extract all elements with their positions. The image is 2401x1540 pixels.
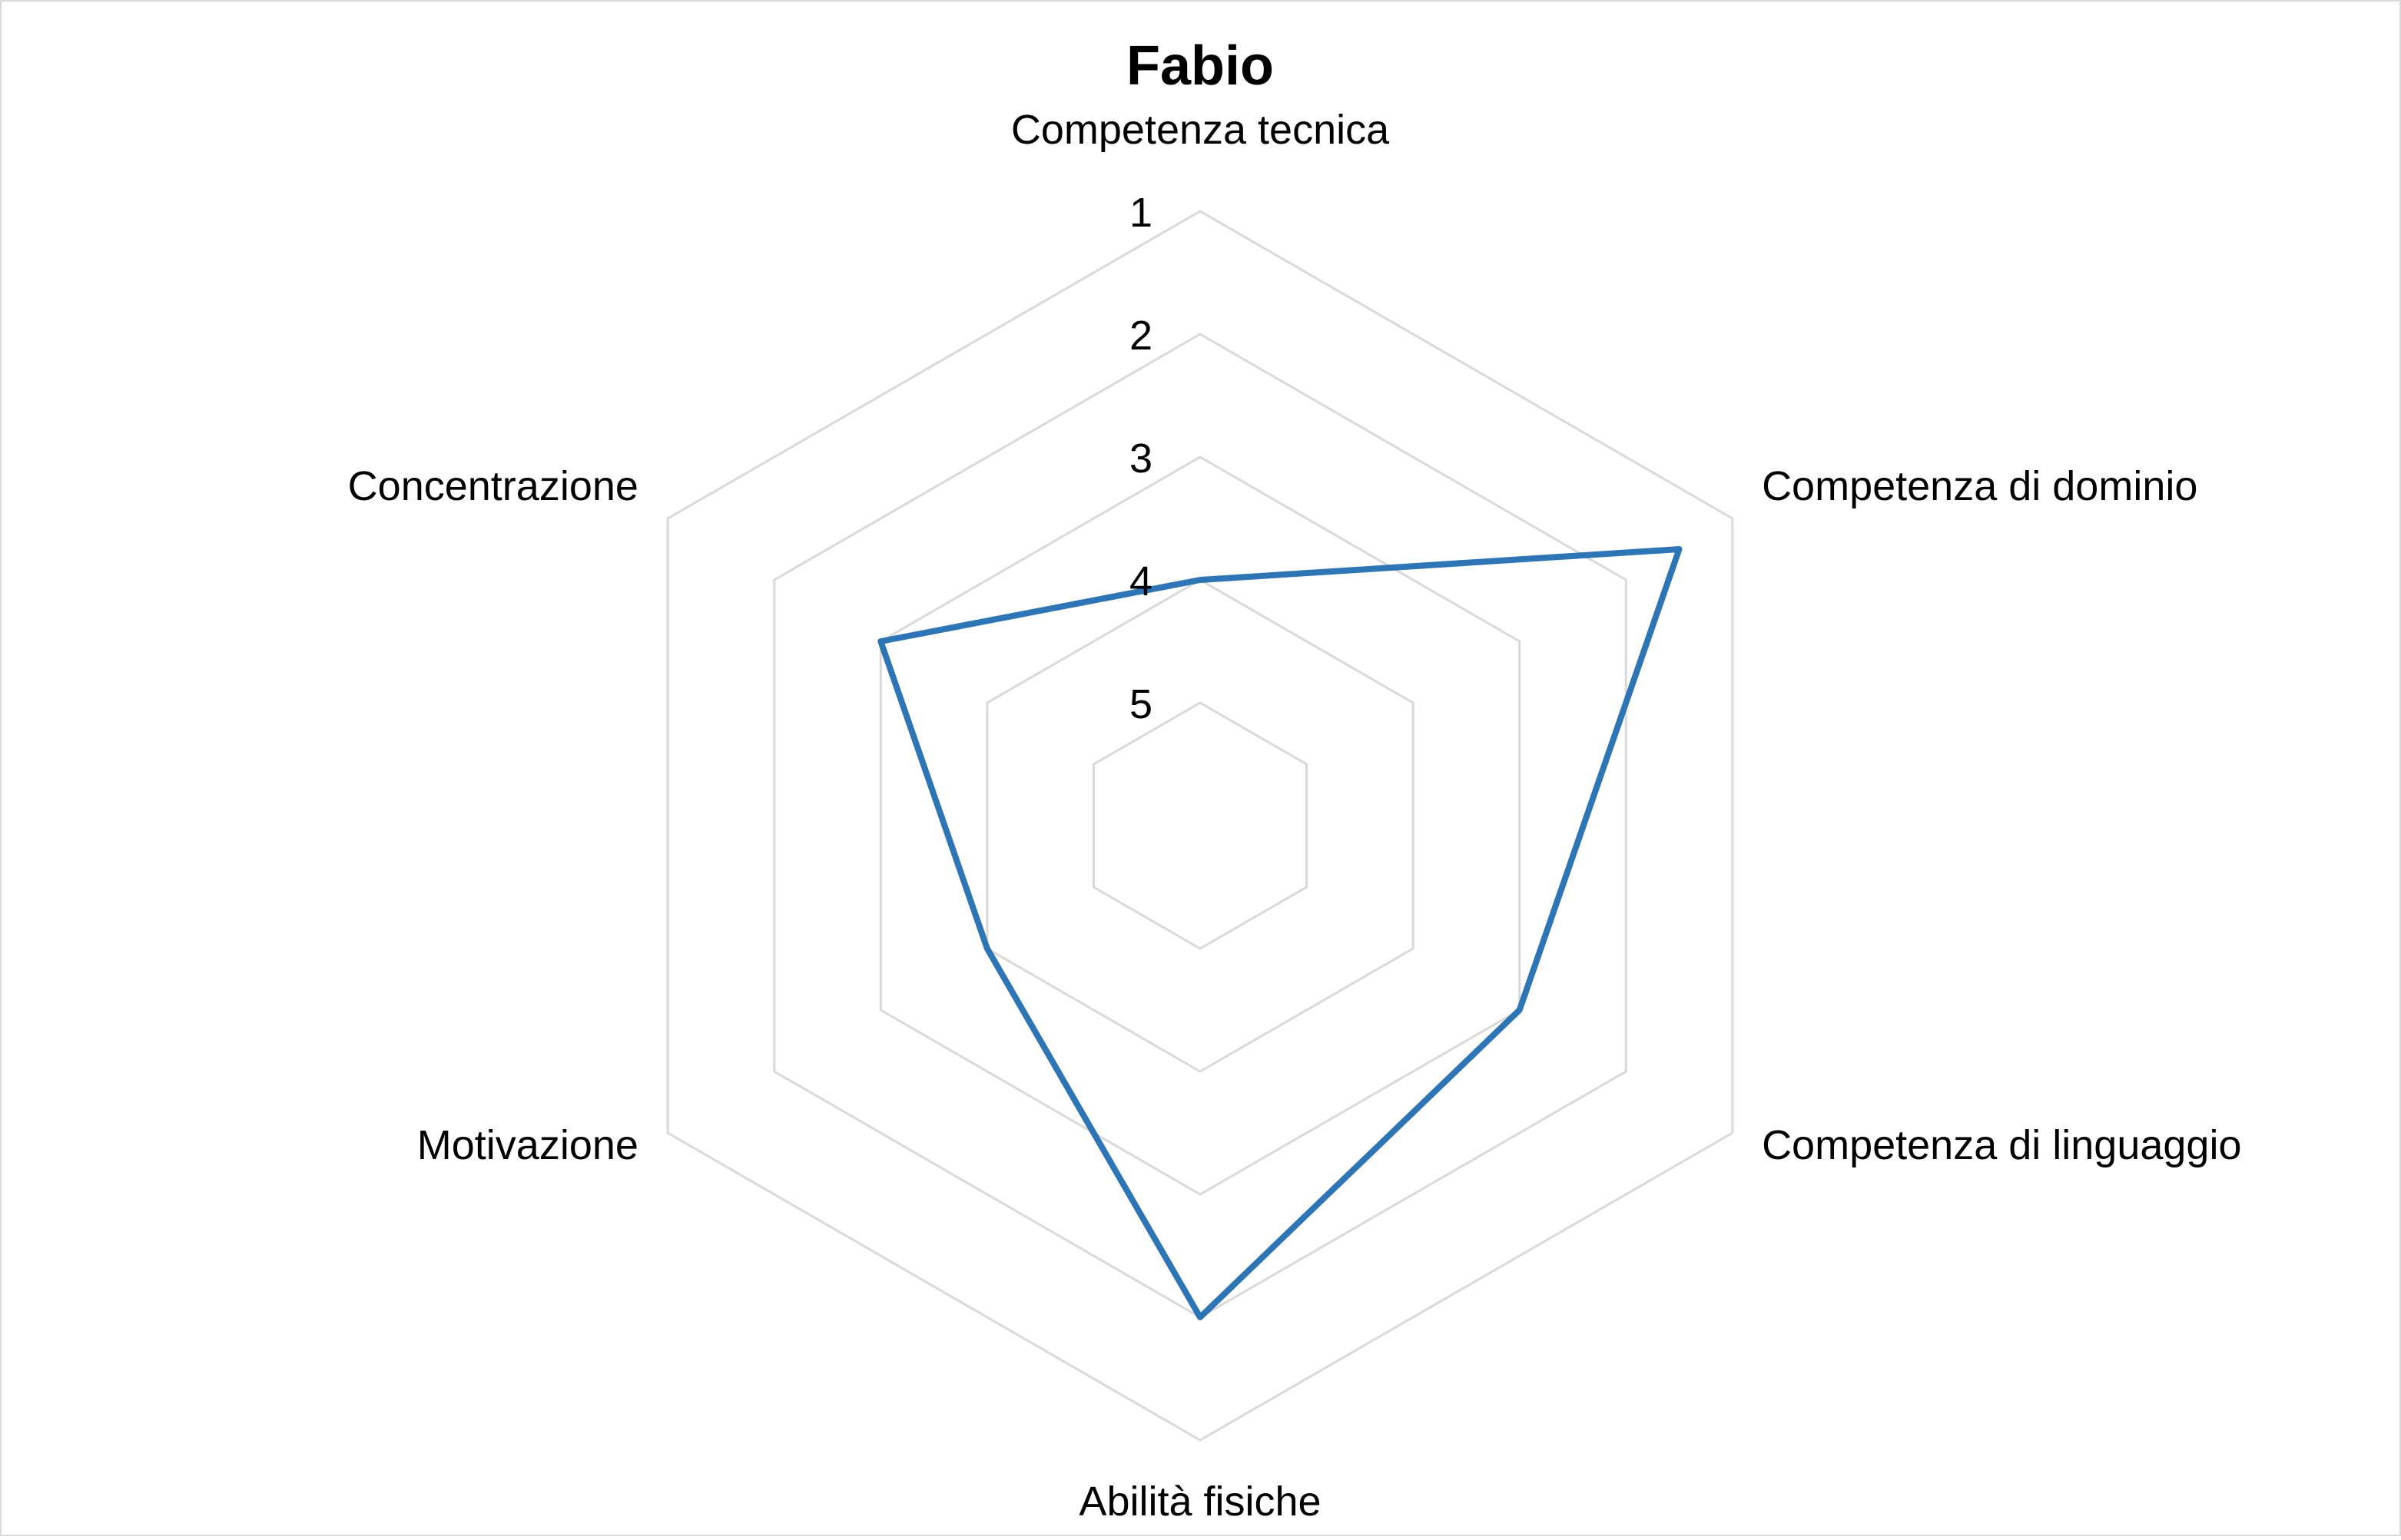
data-point xyxy=(985,947,989,950)
tick-label: 4 xyxy=(1129,558,1152,604)
category-label: Competenza di dominio xyxy=(1762,463,2197,509)
category-label-layer: Competenza tecnica Competenza di dominio C… xyxy=(348,107,2242,1525)
data-point xyxy=(1517,1008,1521,1012)
tick-label: 2 xyxy=(1129,313,1152,359)
tick-label: 1 xyxy=(1129,190,1152,236)
tick-label: 5 xyxy=(1129,681,1152,727)
category-label: Competenza tecnica xyxy=(1011,107,1390,153)
grid-ring-1 xyxy=(666,210,1734,1442)
category-label: Competenza di linguaggio xyxy=(1762,1122,2241,1168)
chart-title: Fabio xyxy=(1126,35,1274,97)
data-point xyxy=(1199,1316,1202,1319)
category-label: Abilità fisiche xyxy=(1079,1479,1321,1525)
data-point xyxy=(1199,578,1202,581)
data-point xyxy=(1677,548,1681,551)
series-layer xyxy=(877,546,1683,1320)
tick-label-layer: 1 2 3 4 5 xyxy=(1129,190,1152,727)
grid-ring-5 xyxy=(1092,701,1308,950)
grid-ring-4 xyxy=(986,578,1414,1073)
tick-label: 3 xyxy=(1129,436,1152,482)
data-point xyxy=(879,640,883,643)
category-label: Motivazione xyxy=(417,1122,638,1168)
grid-layer xyxy=(666,210,1734,1442)
category-label: Concentrazione xyxy=(348,463,638,509)
